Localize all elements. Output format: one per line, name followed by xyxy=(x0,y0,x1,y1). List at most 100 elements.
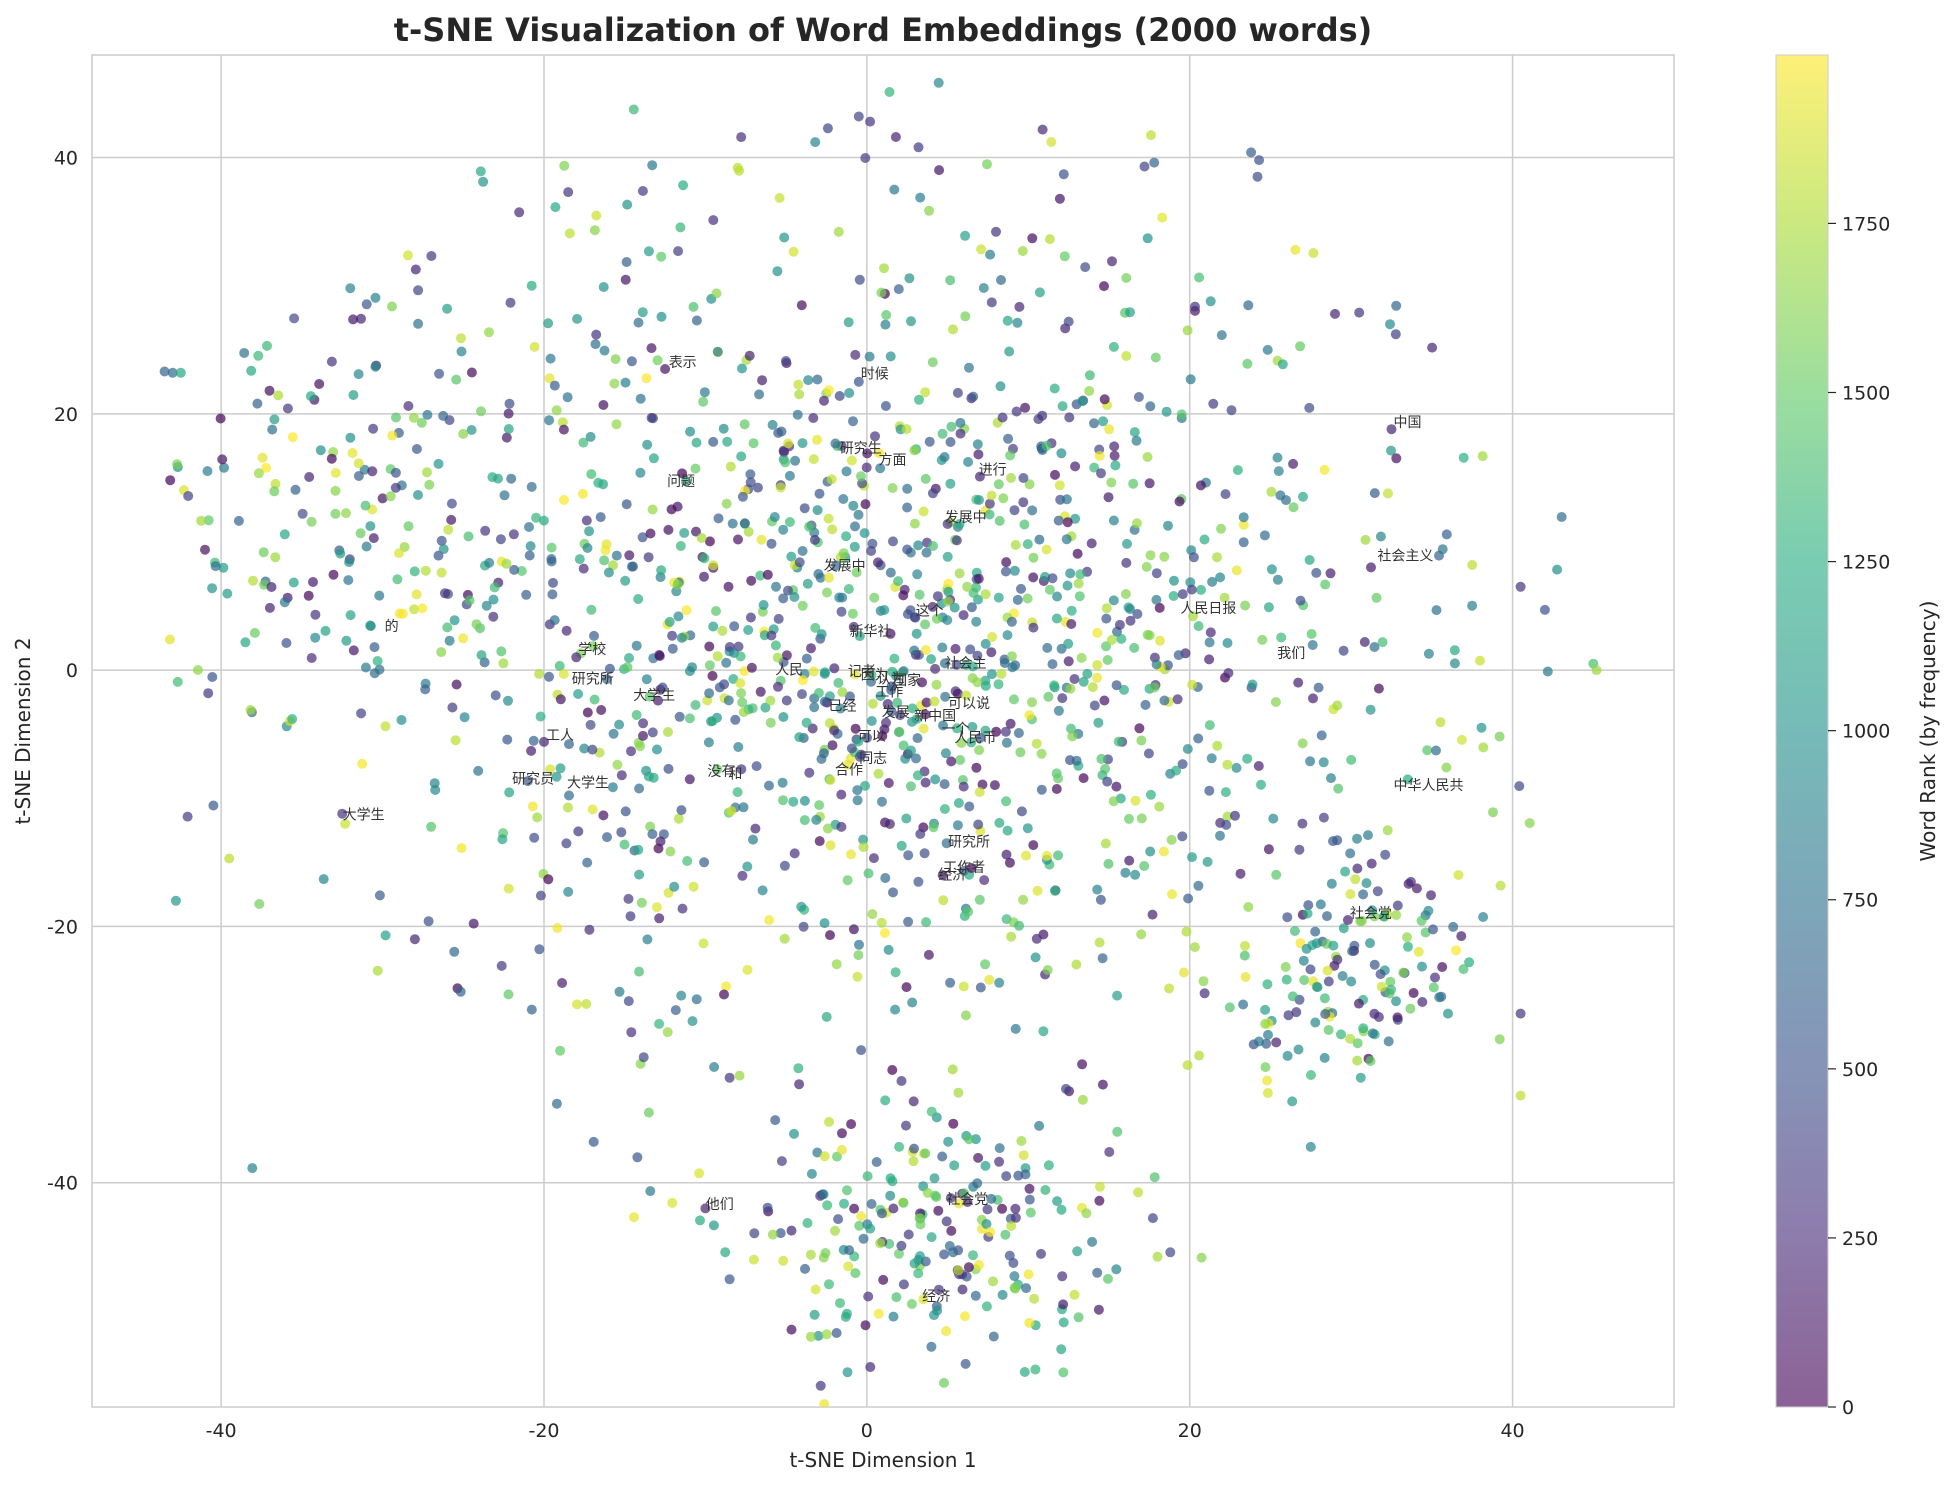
scatter-point xyxy=(1205,296,1216,307)
word-label: 新中国 xyxy=(914,709,956,725)
scatter-point xyxy=(1524,818,1535,829)
scatter-point xyxy=(653,695,663,706)
scatter-point xyxy=(956,738,967,748)
scatter-point xyxy=(1310,926,1321,937)
scatter-point xyxy=(813,1330,824,1341)
scatter-point xyxy=(931,613,942,624)
scatter-point xyxy=(1151,594,1162,605)
scatter-point xyxy=(1070,461,1081,472)
scatter-point xyxy=(573,689,584,699)
scatter-point xyxy=(1277,359,1288,370)
scatter-point xyxy=(1282,1050,1293,1061)
scatter-point xyxy=(1382,825,1393,836)
scatter-point xyxy=(778,795,788,806)
scatter-point xyxy=(585,431,596,442)
scatter-point xyxy=(356,313,366,324)
scatter-point xyxy=(571,652,582,663)
scatter-point xyxy=(282,403,293,414)
scatter-point xyxy=(203,515,214,526)
word-label: 他们 xyxy=(706,1197,734,1213)
scatter-point xyxy=(880,1095,891,1106)
scatter-point xyxy=(1024,710,1035,721)
scatter-point xyxy=(1104,424,1115,435)
scatter-point xyxy=(1266,564,1277,575)
word-label: 我们 xyxy=(1277,646,1305,662)
x-tick-label: 20 xyxy=(1178,1420,1202,1442)
scatter-point xyxy=(1305,1141,1316,1152)
scatter-point xyxy=(826,474,837,485)
scatter-point xyxy=(901,813,912,824)
scatter-point xyxy=(521,589,532,600)
scatter-point xyxy=(790,455,801,466)
scatter-point xyxy=(1478,912,1489,922)
scatter-point xyxy=(1312,982,1323,993)
scatter-point xyxy=(802,1218,813,1228)
scatter-point xyxy=(1391,996,1401,1007)
scatter-point xyxy=(941,838,952,849)
scatter-point xyxy=(1121,557,1132,568)
scatter-point xyxy=(876,917,887,928)
scatter-point xyxy=(1161,406,1172,417)
scatter-point xyxy=(1063,316,1074,327)
scatter-point xyxy=(926,1232,937,1243)
scatter-point xyxy=(1159,551,1170,562)
scatter-point xyxy=(410,264,421,275)
scatter-point xyxy=(1010,1203,1021,1214)
scatter-point xyxy=(873,1308,884,1319)
scatter-point xyxy=(1132,518,1142,529)
scatter-point xyxy=(621,257,632,267)
scatter-point xyxy=(1021,850,1031,861)
scatter-point xyxy=(1157,212,1168,223)
scatter-point xyxy=(778,593,789,604)
scatter-point xyxy=(200,544,210,555)
scatter-point xyxy=(1391,300,1402,311)
scatter-point xyxy=(1323,976,1334,987)
scatter-point xyxy=(557,417,568,428)
scatter-point xyxy=(974,471,985,482)
scatter-point xyxy=(1099,394,1110,405)
scatter-point xyxy=(563,886,574,897)
scatter-point xyxy=(924,436,935,447)
scatter-point xyxy=(1032,885,1043,896)
scatter-point xyxy=(915,192,926,203)
scatter-point xyxy=(526,481,537,492)
y-axis-label: t-SNE Dimension 2 xyxy=(11,637,35,824)
scatter-point xyxy=(750,823,761,834)
scatter-point xyxy=(496,960,507,971)
scatter-point xyxy=(680,476,691,487)
scatter-point xyxy=(643,771,654,782)
scatter-point xyxy=(652,355,663,366)
scatter-point xyxy=(1019,519,1030,530)
scatter-point xyxy=(1120,867,1131,878)
scatter-point xyxy=(1283,1010,1294,1021)
scatter-point xyxy=(1230,810,1240,821)
scatter-point xyxy=(1046,137,1057,147)
scatter-point xyxy=(645,1186,656,1197)
scatter-point xyxy=(774,193,785,203)
scatter-point xyxy=(778,524,789,535)
scatter-point xyxy=(851,567,862,578)
scatter-point xyxy=(614,986,625,997)
scatter-point xyxy=(854,939,864,950)
scatter-point xyxy=(739,666,750,677)
scatter-point xyxy=(1361,878,1372,889)
scatter-point xyxy=(574,554,585,565)
x-axis-ticks: -40 -20 0 20 40 xyxy=(206,1420,1525,1442)
scatter-point xyxy=(306,516,317,527)
scatter-point xyxy=(838,494,849,504)
scatter-point xyxy=(654,913,665,924)
scatter-point xyxy=(1181,926,1192,937)
scatter-point xyxy=(1287,1096,1298,1107)
scatter-point xyxy=(1006,931,1017,942)
scatter-point xyxy=(736,132,747,143)
scatter-point xyxy=(666,504,677,515)
scatter-point xyxy=(1352,863,1363,874)
scatter-point xyxy=(1057,693,1068,704)
scatter-point xyxy=(979,875,990,886)
scatter-point xyxy=(637,307,648,318)
scatter-point xyxy=(713,513,724,524)
scatter-point xyxy=(836,606,847,617)
scatter-point xyxy=(902,544,913,555)
scatter-point xyxy=(1067,731,1078,742)
scatter-point xyxy=(602,832,612,843)
